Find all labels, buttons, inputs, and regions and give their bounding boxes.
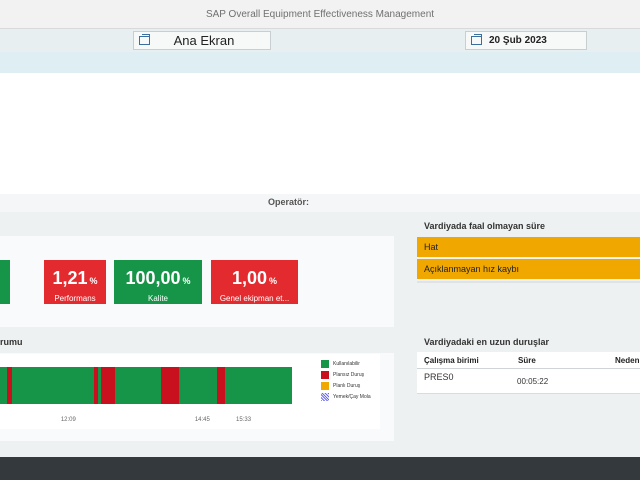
- timeline-segment[interactable]: [178, 367, 218, 404]
- longest-title: Vardiyadaki en uzun duruşlar: [424, 337, 550, 347]
- kpi-label: Performans: [54, 294, 96, 303]
- legend-item: Kullanılabilir: [321, 358, 391, 369]
- timeline-segment[interactable]: [0, 367, 7, 404]
- operator-bar: Operatör:: [0, 194, 640, 212]
- column-header-duration[interactable]: Süre: [518, 356, 536, 365]
- kpi-tile-partial[interactable]: [0, 260, 10, 304]
- timeline-segment[interactable]: [217, 367, 225, 404]
- longest-table: Çalışma birimi Süre Neden PRES0 00:05:22: [417, 352, 640, 394]
- timeline-segment[interactable]: [225, 367, 292, 404]
- timeline-bar[interactable]: [0, 367, 292, 404]
- kpi-label: Kalite: [147, 294, 168, 303]
- kpi-label: Genel ekipman et...: [219, 294, 290, 303]
- legend-swatch: [321, 381, 329, 390]
- timeline-segment[interactable]: [97, 367, 102, 404]
- home-screen-label: Ana Ekran: [173, 33, 235, 48]
- legend-item: Plansız Duruş: [321, 369, 391, 380]
- legend-label: Plansız Duruş: [333, 371, 365, 378]
- kpi-value: 1,21: [52, 268, 88, 288]
- kpi-tile-oee[interactable]: 1,00% Genel ekipman et...: [211, 260, 298, 304]
- external-link-icon: [139, 34, 150, 45]
- cell-unit: PRES0: [424, 372, 454, 382]
- legend-swatch: [321, 392, 329, 401]
- inactive-title: Vardiyada faal olmayan süre: [424, 221, 546, 231]
- legend-swatch: [321, 370, 329, 379]
- timeline-tick-label: 15:33: [236, 417, 252, 423]
- kpi-tile-performance[interactable]: 1,21% Performans: [44, 260, 106, 304]
- kpi-unit: %: [182, 276, 191, 286]
- legend-label: Planlı Duruş: [333, 382, 361, 389]
- kpi-tile-quality[interactable]: 100,00% Kalite: [114, 260, 202, 304]
- timeline-segment[interactable]: [94, 367, 98, 404]
- column-header-reason[interactable]: Neden: [615, 356, 640, 365]
- window-title: SAP Overall Equipment Effectiveness Mana…: [0, 0, 640, 29]
- timeline-legend: Kullanılabilir Plansız Duruş Planlı Duruş Y…: [321, 358, 391, 402]
- legend-label: Kullanılabilir: [333, 360, 360, 367]
- legend-item: Yemek/Çay Mola: [321, 391, 391, 402]
- table-header-row: Çalışma birimi Süre Neden: [417, 352, 640, 369]
- home-screen-button[interactable]: Ana Ekran: [133, 31, 271, 50]
- cell-duration: 00:05:22: [517, 377, 549, 386]
- timeline-segment[interactable]: [161, 367, 179, 404]
- legend-swatch: [321, 359, 329, 368]
- inactive-item-line[interactable]: Hat: [417, 237, 640, 257]
- bottom-bar: [0, 457, 640, 480]
- content-area: [0, 73, 640, 194]
- date-label: 20 Şub 2023: [489, 35, 547, 46]
- timeline-tick-label: 12:09: [60, 417, 76, 423]
- kpi-value: 1,00: [231, 268, 268, 288]
- kpi-unit: %: [89, 276, 98, 286]
- timeline-segment[interactable]: [115, 367, 162, 404]
- legend-label: Yemek/Çay Mola: [333, 393, 371, 400]
- timeline-title: rumu: [0, 337, 23, 347]
- operator-label: Operatör:: [268, 197, 310, 207]
- external-link-icon: [471, 34, 482, 45]
- table-row[interactable]: PRES0 00:05:22: [417, 369, 640, 393]
- timeline-tick-label: 14:45: [194, 417, 210, 423]
- column-header-unit[interactable]: Çalışma birimi: [424, 356, 479, 365]
- timeline-segment[interactable]: [12, 367, 95, 404]
- timeline-segment[interactable]: [6, 367, 12, 404]
- info-strip: [0, 52, 640, 73]
- timeline-segment[interactable]: [101, 367, 116, 404]
- legend-item: Planlı Duruş: [321, 380, 391, 391]
- inactive-divider: [417, 281, 640, 283]
- timeline-axis: 12:09 14:45 15:33: [0, 417, 292, 427]
- date-button[interactable]: 20 Şub 2023: [465, 31, 587, 50]
- kpi-unit: %: [269, 276, 278, 286]
- kpi-value: 100,00: [125, 268, 181, 288]
- inactive-item-speed-loss[interactable]: Açıklanmayan hız kaybı: [417, 259, 640, 279]
